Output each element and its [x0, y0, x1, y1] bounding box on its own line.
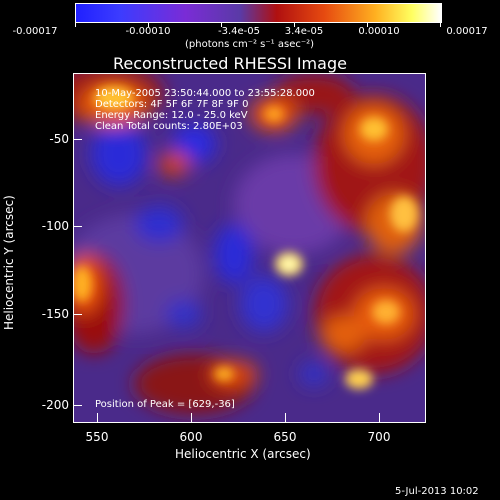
colorbar-label: -0.00010: [125, 26, 171, 37]
colorbar-units: (photons cm⁻² s⁻¹ asec⁻²): [185, 39, 315, 50]
colorbar-tick: [294, 22, 295, 27]
y-tick: [73, 139, 82, 140]
colorbar-label: 0.00017: [446, 26, 488, 37]
x-tick: [379, 413, 380, 422]
image-title: Reconstructed RHESSI Image: [113, 54, 347, 73]
y-tick: [73, 314, 82, 315]
info-line-time: 10-May-2005 23:50:44.000 to 23:55:28.000: [95, 88, 315, 99]
colorbar-tick: [148, 22, 149, 27]
colorbar-tick: [440, 22, 441, 27]
y-tick: [73, 226, 82, 227]
y-tick: [73, 405, 82, 406]
colorbar-label: -3.4e-05: [218, 26, 260, 37]
y-tick-label: -50: [49, 132, 69, 146]
colorbar-tick: [221, 22, 222, 27]
peak-position-label: Position of Peak = [629,-36]: [95, 399, 235, 410]
colorbar-label: 3.4e-05: [284, 26, 324, 37]
rhessi-image-svg: [74, 74, 425, 422]
y-tick-label: -150: [41, 307, 69, 321]
y-axis-title: Heliocentric Y (arcsec): [2, 195, 16, 330]
x-tick: [285, 413, 286, 422]
rhessi-image: [73, 73, 426, 423]
x-tick-label: 700: [367, 430, 391, 444]
y-tick-label: -200: [41, 398, 69, 412]
info-line-counts: Clean Total counts: 2.80E+03: [95, 121, 243, 132]
footer-timestamp: 5-Jul-2013 10:02: [395, 486, 479, 497]
colorbar-tick: [75, 22, 76, 27]
info-line-energy: Energy Range: 12.0 - 25.0 keV: [95, 110, 248, 121]
x-tick: [191, 413, 192, 422]
y-tick-label: -100: [41, 219, 69, 233]
x-tick-label: 550: [85, 430, 109, 444]
colorbar-tick: [367, 22, 368, 27]
colorbar-label: 0.00010: [358, 26, 400, 37]
x-tick-label: 650: [273, 430, 297, 444]
x-tick-label: 600: [179, 430, 203, 444]
colorbar: [75, 3, 442, 23]
colorbar-label: -0.00017: [12, 26, 58, 37]
x-tick: [97, 413, 98, 422]
info-line-detectors: Detectors: 4F 5F 6F 7F 8F 9F 0: [95, 99, 249, 110]
x-axis-title: Heliocentric X (arcsec): [175, 447, 311, 461]
